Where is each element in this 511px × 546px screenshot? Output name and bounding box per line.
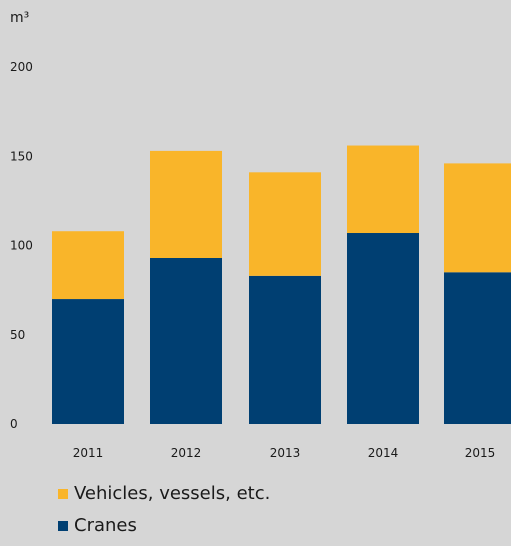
legend-swatch-vehicles: [58, 489, 68, 499]
bar-cranes-2011: [52, 299, 124, 424]
bar-cranes-2012: [150, 257, 222, 424]
x-axis-ticks: 2011 2012 2013 2014 2015: [73, 446, 496, 460]
y-tick-label: 100: [10, 239, 33, 253]
x-tick-label: 2012: [171, 446, 202, 460]
bars: [52, 145, 511, 424]
y-axis-ticks: 0 50 100 150 200: [10, 60, 33, 431]
x-tick-label: 2011: [73, 446, 104, 460]
legend-item-cranes: Cranes: [58, 514, 270, 538]
bar-vehicles-2014: [347, 145, 419, 234]
bar-cranes-2013: [249, 275, 321, 424]
bar-chart: m³ 0 50 100 150 200 2011 2012 2013 2014 2015: [10, 10, 511, 460]
y-tick-label: 0: [10, 417, 18, 431]
legend-swatch-cranes: [58, 521, 68, 531]
legend-label-cranes: Cranes: [74, 515, 137, 536]
bar-vehicles-2013: [249, 172, 321, 276]
y-tick-label: 50: [10, 328, 25, 342]
legend: Vehicles, vessels, etc. Cranes: [58, 482, 270, 546]
y-axis-unit: m³: [10, 10, 29, 26]
x-tick-label: 2014: [368, 446, 399, 460]
bar-vehicles-2012: [150, 150, 222, 258]
y-tick-label: 200: [10, 60, 33, 74]
legend-label-vehicles: Vehicles, vessels, etc.: [74, 483, 271, 504]
bar-cranes-2015: [444, 272, 511, 424]
bar-vehicles-2015: [444, 163, 511, 273]
legend-item-vehicles: Vehicles, vessels, etc.: [58, 482, 270, 506]
y-tick-label: 150: [10, 149, 33, 163]
x-tick-label: 2015: [465, 446, 496, 460]
bar-cranes-2014: [347, 233, 419, 424]
bar-vehicles-2011: [52, 231, 124, 300]
x-tick-label: 2013: [270, 446, 301, 460]
